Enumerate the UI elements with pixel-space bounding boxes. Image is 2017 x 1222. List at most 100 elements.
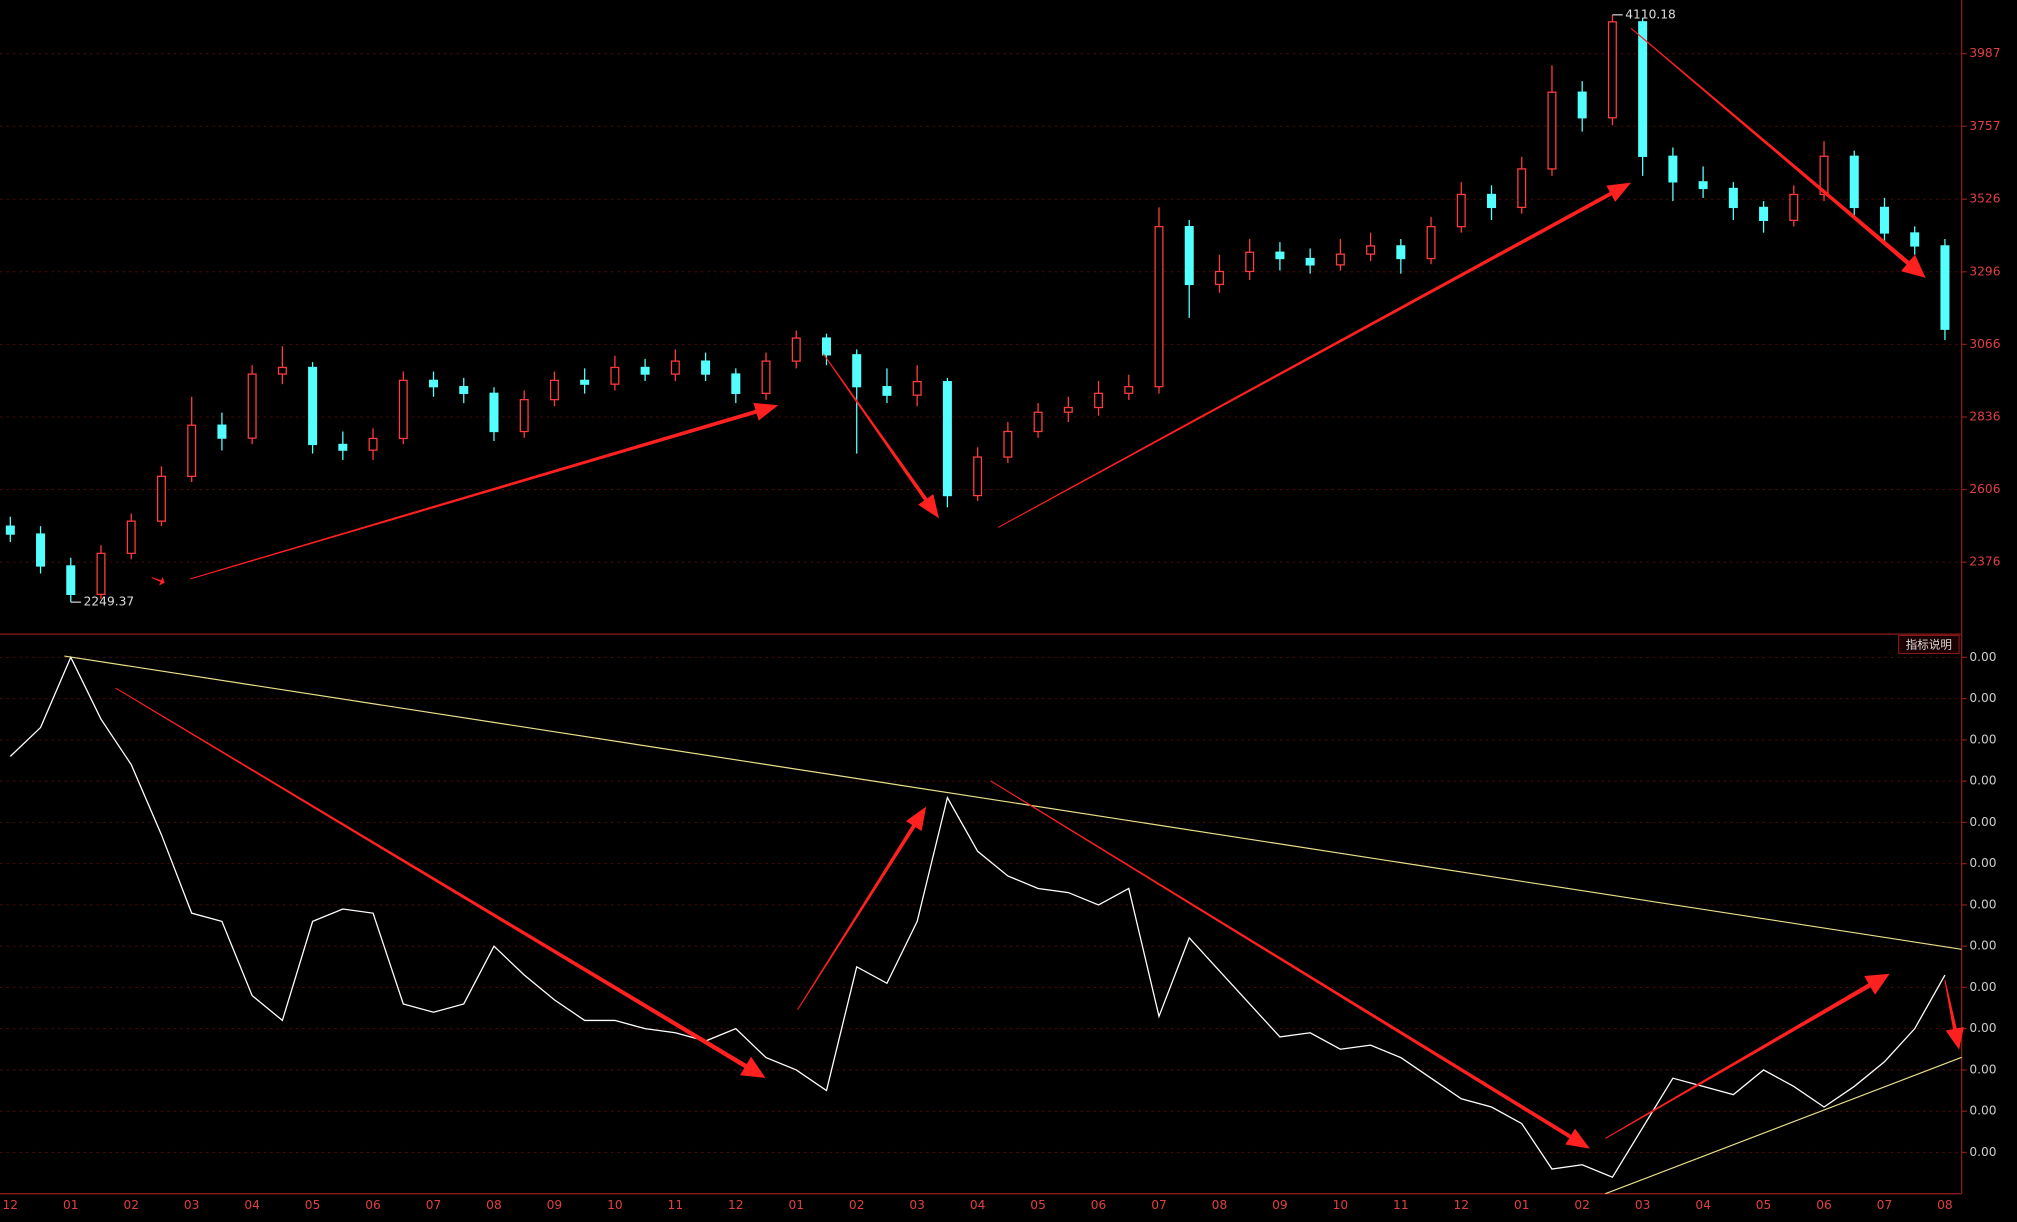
candle-body — [973, 456, 983, 497]
candle-body — [519, 398, 529, 433]
x-tick-label: 12 — [3, 1198, 19, 1212]
y-tick-label: 0.00 — [1969, 1021, 1996, 1035]
candle-body — [731, 373, 741, 394]
y-tick-label: 3296 — [1969, 264, 2000, 278]
candle-body — [1547, 91, 1557, 170]
y-tick-label: 0.00 — [1969, 815, 1996, 829]
candle-body — [1275, 251, 1285, 260]
candle-body — [1305, 257, 1315, 266]
x-tick-label: 04 — [970, 1198, 986, 1212]
indicator-button[interactable]: 指标说明 — [1898, 634, 1960, 654]
candle-body — [1033, 411, 1043, 433]
candle-body — [5, 525, 15, 535]
x-tick-label: 03 — [1635, 1198, 1651, 1212]
candle-body — [821, 337, 831, 356]
annotation-arrow — [997, 182, 1632, 528]
candle-body — [701, 360, 711, 375]
annotation-arrow — [190, 402, 779, 580]
candle-body — [217, 424, 227, 439]
candle-body — [1910, 232, 1920, 247]
candle-body — [1789, 193, 1799, 221]
min-label: 2249.37 — [84, 595, 135, 609]
x-tick-label: 08 — [486, 1198, 502, 1212]
candle-body — [1698, 181, 1708, 190]
candle-body — [1849, 155, 1859, 209]
y-tick-label: 2606 — [1969, 482, 2000, 496]
trend-line — [1605, 1056, 1962, 1195]
candle-body — [1668, 155, 1678, 183]
candle-body — [1094, 392, 1104, 409]
candle-body — [1214, 270, 1224, 286]
candle-body — [489, 392, 499, 433]
y-tick-label: 0.00 — [1969, 1104, 1996, 1118]
x-tick-label: 02 — [849, 1198, 865, 1212]
annotation-arrow — [151, 576, 165, 586]
x-tick-label: 03 — [184, 1198, 200, 1212]
y-tick-label: 3757 — [1969, 119, 2000, 133]
indicator-line — [9, 655, 1946, 1179]
candle-body — [1607, 21, 1617, 119]
x-tick-label: 02 — [123, 1198, 139, 1212]
x-tick-label: 09 — [547, 1198, 563, 1212]
candle-body — [308, 366, 318, 446]
x-tick-label: 12 — [728, 1198, 744, 1212]
candle-body — [1638, 21, 1648, 157]
candle-body — [1819, 155, 1829, 196]
indicator-button-box[interactable] — [1898, 634, 1960, 654]
indicator-button-label[interactable]: 指标说明 — [1906, 638, 1952, 652]
y-tick-label: 0.00 — [1969, 732, 1996, 746]
candle-body — [398, 379, 408, 440]
y-tick-label: 3987 — [1969, 46, 2000, 60]
y-tick-label: 0.00 — [1969, 939, 1996, 953]
candle-body — [1940, 245, 1950, 330]
candle-body — [610, 366, 620, 385]
x-tick-label: 02 — [1574, 1198, 1590, 1212]
x-tick-label: 05 — [1756, 1198, 1772, 1212]
x-tick-label: 05 — [305, 1198, 321, 1212]
y-tick-label: 0.00 — [1969, 980, 1996, 994]
y-tick-label: 0.00 — [1969, 1145, 1996, 1159]
x-tick-label: 11 — [668, 1198, 684, 1212]
candle-body — [549, 379, 559, 401]
x-tick-label: 04 — [1695, 1198, 1711, 1212]
annotation-arrow — [1944, 980, 1964, 1050]
candle-body — [1487, 193, 1497, 209]
candle-body — [1456, 193, 1466, 228]
annotation-arrow — [1630, 27, 1926, 278]
x-tick-label: 08 — [1937, 1198, 1953, 1212]
annotation-arrow — [990, 780, 1590, 1149]
candle-body — [1184, 226, 1194, 286]
x-tick-label: 06 — [1091, 1198, 1107, 1212]
x-tick-label: 06 — [1816, 1198, 1832, 1212]
y-tick-label: 2376 — [1969, 555, 2000, 569]
y-tick-label: 0.00 — [1969, 650, 1996, 664]
candle-body — [912, 380, 922, 396]
x-tick-label: 05 — [1030, 1198, 1046, 1212]
candle-body — [1577, 91, 1587, 119]
candle-body — [1124, 386, 1134, 394]
candle-body — [852, 354, 862, 388]
x-tick-label: 09 — [1272, 1198, 1288, 1212]
x-tick-label: 10 — [1333, 1198, 1349, 1212]
x-tick-label: 10 — [607, 1198, 623, 1212]
candle-body — [1759, 206, 1769, 221]
x-tick-label: 01 — [63, 1198, 79, 1212]
candle-body — [1517, 168, 1527, 209]
x-tick-label: 12 — [1454, 1198, 1470, 1212]
candle-body — [882, 386, 892, 396]
candle-body — [580, 379, 590, 385]
candle-body — [156, 475, 166, 522]
candle-body — [1396, 245, 1406, 260]
candle-body — [1728, 187, 1738, 209]
candle-body — [66, 565, 76, 596]
candle-body — [247, 373, 257, 439]
annotation-arrow — [1605, 973, 1890, 1139]
candle-body — [96, 552, 106, 596]
x-tick-label: 06 — [365, 1198, 381, 1212]
x-tick-label: 07 — [426, 1198, 442, 1212]
candle-body — [429, 379, 439, 388]
candle-body — [1154, 226, 1164, 388]
y-tick-label: 2836 — [1969, 409, 2000, 423]
